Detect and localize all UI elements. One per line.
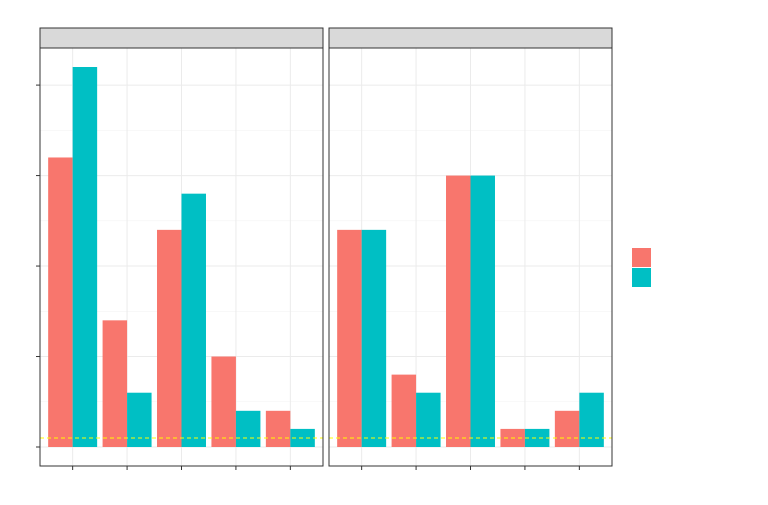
legend-key [632, 248, 651, 267]
strip [328, 27, 613, 49]
bar [337, 229, 362, 447]
bar [181, 193, 206, 447]
legend-key [632, 268, 651, 287]
bar [211, 356, 236, 447]
bar [157, 229, 182, 447]
bar [102, 320, 128, 447]
bar [446, 175, 471, 448]
bar [72, 67, 98, 447]
bar [361, 229, 387, 447]
bar [554, 410, 580, 447]
bar [470, 175, 495, 448]
bar [524, 428, 550, 447]
bar [579, 392, 604, 447]
bar [265, 410, 291, 447]
bar [416, 392, 441, 447]
bar [48, 157, 73, 447]
strip [39, 27, 324, 49]
bar [391, 374, 417, 447]
bar [127, 392, 152, 447]
bar [235, 410, 261, 447]
